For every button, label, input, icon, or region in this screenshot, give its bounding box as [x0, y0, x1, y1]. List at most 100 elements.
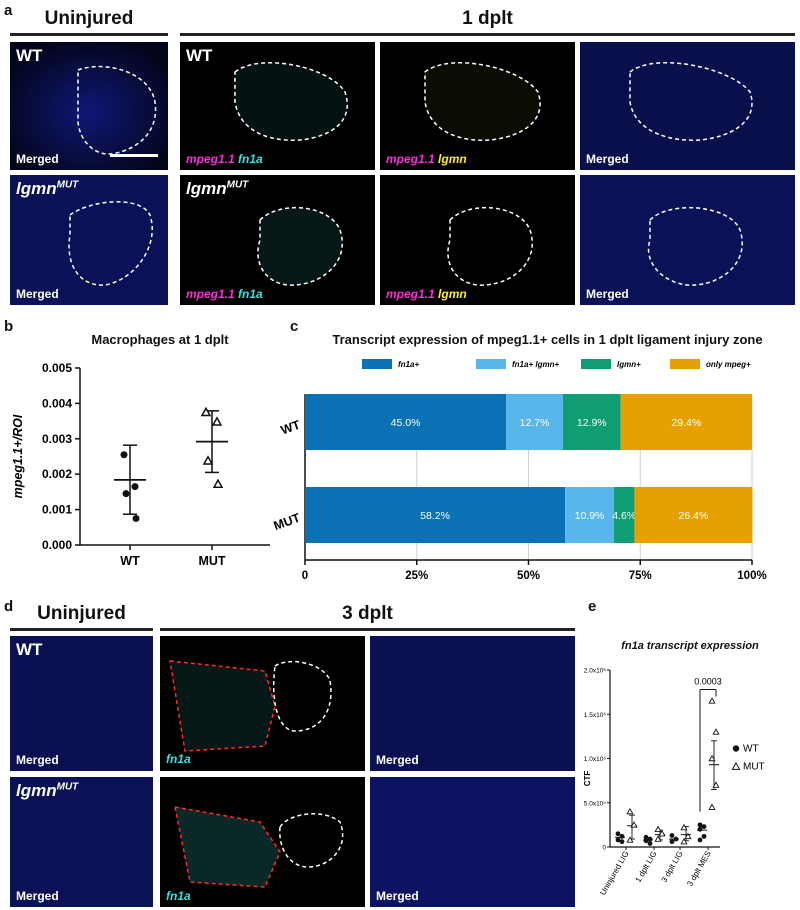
data-point — [673, 836, 679, 842]
x-tick-label: 3 dplt MES — [685, 850, 712, 888]
dashed-outline — [279, 813, 344, 868]
data-point — [619, 839, 625, 845]
merged-label: Merged — [16, 287, 59, 301]
tissue-image — [180, 42, 375, 170]
bar-segment — [620, 394, 752, 450]
stain-label: mpeg1.1 fn1a — [186, 287, 263, 301]
data-point — [132, 514, 140, 522]
y-tick-label: 0.004 — [42, 396, 72, 410]
red-dashed-outline — [169, 660, 276, 752]
data-point — [658, 829, 666, 837]
merged-label: Merged — [586, 152, 629, 166]
panel-e-label: e — [588, 598, 597, 615]
dashed-outline — [647, 207, 743, 286]
micrograph-a-wt-merged: Merged — [580, 42, 795, 170]
micrograph-a-wt-lgmn: mpeg1.1 lgmn — [380, 42, 575, 170]
legend-marker — [731, 761, 741, 770]
data-point — [647, 841, 653, 846]
merged-label: Merged — [16, 152, 59, 166]
significance-label: 0.0003 — [694, 676, 722, 686]
data-point — [131, 483, 139, 491]
x-tick-label: 75% — [629, 570, 652, 580]
tissue-image — [370, 777, 575, 907]
merged-label: Merged — [16, 889, 59, 903]
genotype-label: WT — [186, 46, 213, 65]
panel-b-label: b — [4, 318, 14, 335]
y-tick-label: 2.0x10⁶ — [584, 668, 607, 675]
dashed-outline — [629, 61, 753, 141]
panel-d-header-3dplt: 3 dplt — [342, 603, 393, 624]
x-tick-label: 1 dplt LIG — [634, 850, 659, 885]
chart-c: fn1a+ fn1a+ lgmn+ lgmn+ only mpeg+ 0 25% 50% 75… — [272, 359, 767, 580]
stain-label: fn1a — [166, 889, 191, 903]
legend-swatch — [670, 359, 700, 369]
legend-label: lgmn+ — [617, 360, 641, 369]
data-point — [615, 831, 621, 837]
x-tick-label: WT — [120, 554, 140, 568]
scale-bar — [110, 154, 158, 157]
genotype-label: lgmnMUT — [16, 781, 79, 800]
x-tick-label: Uninjured LIG — [598, 850, 630, 897]
panel-a-header-uninjured: Uninjured — [44, 8, 134, 29]
data-point — [654, 835, 662, 842]
merged-label: Merged — [586, 287, 629, 301]
data-point — [697, 837, 703, 843]
chart-b-title: Macrophages at 1 dplt — [91, 332, 229, 347]
data-point — [202, 455, 214, 465]
tissue-image — [10, 175, 168, 305]
data-point — [626, 807, 634, 815]
bar-segment — [613, 487, 635, 543]
tissue-image — [380, 42, 575, 170]
data-point — [708, 754, 716, 762]
y-tick-label: MUT — [272, 511, 303, 534]
data-point — [669, 833, 675, 838]
legend-marker — [732, 745, 740, 752]
data-label: 26.4% — [679, 510, 709, 522]
data-point — [654, 825, 662, 832]
tissue-image — [380, 175, 575, 305]
micrograph-a-mut-uninjured: lgmnMUT Merged — [10, 175, 168, 305]
y-tick-label: 0.001 — [42, 503, 72, 517]
red-dashed-outline — [174, 806, 281, 888]
merged-label: Merged — [376, 889, 419, 903]
legend-label: WT — [743, 744, 759, 755]
panel-a-header-1dplt: 1 dplt — [462, 8, 513, 29]
data-label: 12.9% — [577, 417, 607, 429]
micrograph-d-mut-fn1a: fn1a — [160, 777, 365, 907]
dashed-outline — [257, 207, 343, 286]
data-point — [680, 837, 688, 845]
data-point — [647, 836, 653, 842]
panel-c-label: c — [290, 318, 299, 335]
legend-label: fn1a+ — [398, 360, 419, 369]
y-tick-label: 0.003 — [42, 432, 72, 446]
micrograph-d-wt-fn1a — [160, 636, 365, 771]
y-tick-label: 1.5x10⁶ — [584, 712, 607, 719]
data-label: 4.6% — [612, 510, 636, 522]
micrograph-d-mut-uninjured: lgmnMUT Merged — [10, 777, 153, 907]
data-point — [708, 803, 716, 810]
genotype-label: WT — [16, 46, 43, 65]
tissue-image — [580, 42, 795, 170]
micrograph-d-wt-uninjured: WT Merged — [10, 636, 153, 771]
panel-d-rule-left — [10, 628, 153, 631]
panel-d-rule-right — [160, 628, 575, 631]
chart-e-title: fn1a transcript expression — [621, 640, 759, 652]
data-label: 10.9% — [575, 510, 605, 522]
genotype-label: lgmnMUT — [186, 179, 249, 198]
bar-segment — [506, 394, 563, 450]
legend-label: MUT — [743, 762, 765, 773]
bar-segment — [562, 394, 621, 450]
micrograph-d-mut-merged: Merged — [370, 777, 575, 907]
micrograph-d-wt-merged: Merged — [370, 636, 575, 771]
x-tick-label: 100% — [737, 570, 766, 580]
data-point — [200, 406, 212, 417]
data-point — [697, 826, 703, 832]
y-tick-label: 0.005 — [42, 361, 72, 375]
stain-label: mpeg1.1 fn1a — [186, 152, 263, 166]
stain-label-d-wt: fn1a — [166, 752, 191, 766]
x-tick-label: 25% — [405, 570, 428, 580]
micrograph-a-wt-uninjured: WT Merged — [10, 42, 168, 170]
data-label: 12.7% — [520, 417, 550, 429]
y-axis-label: CTF — [583, 771, 592, 787]
dashed-outline — [272, 660, 332, 732]
